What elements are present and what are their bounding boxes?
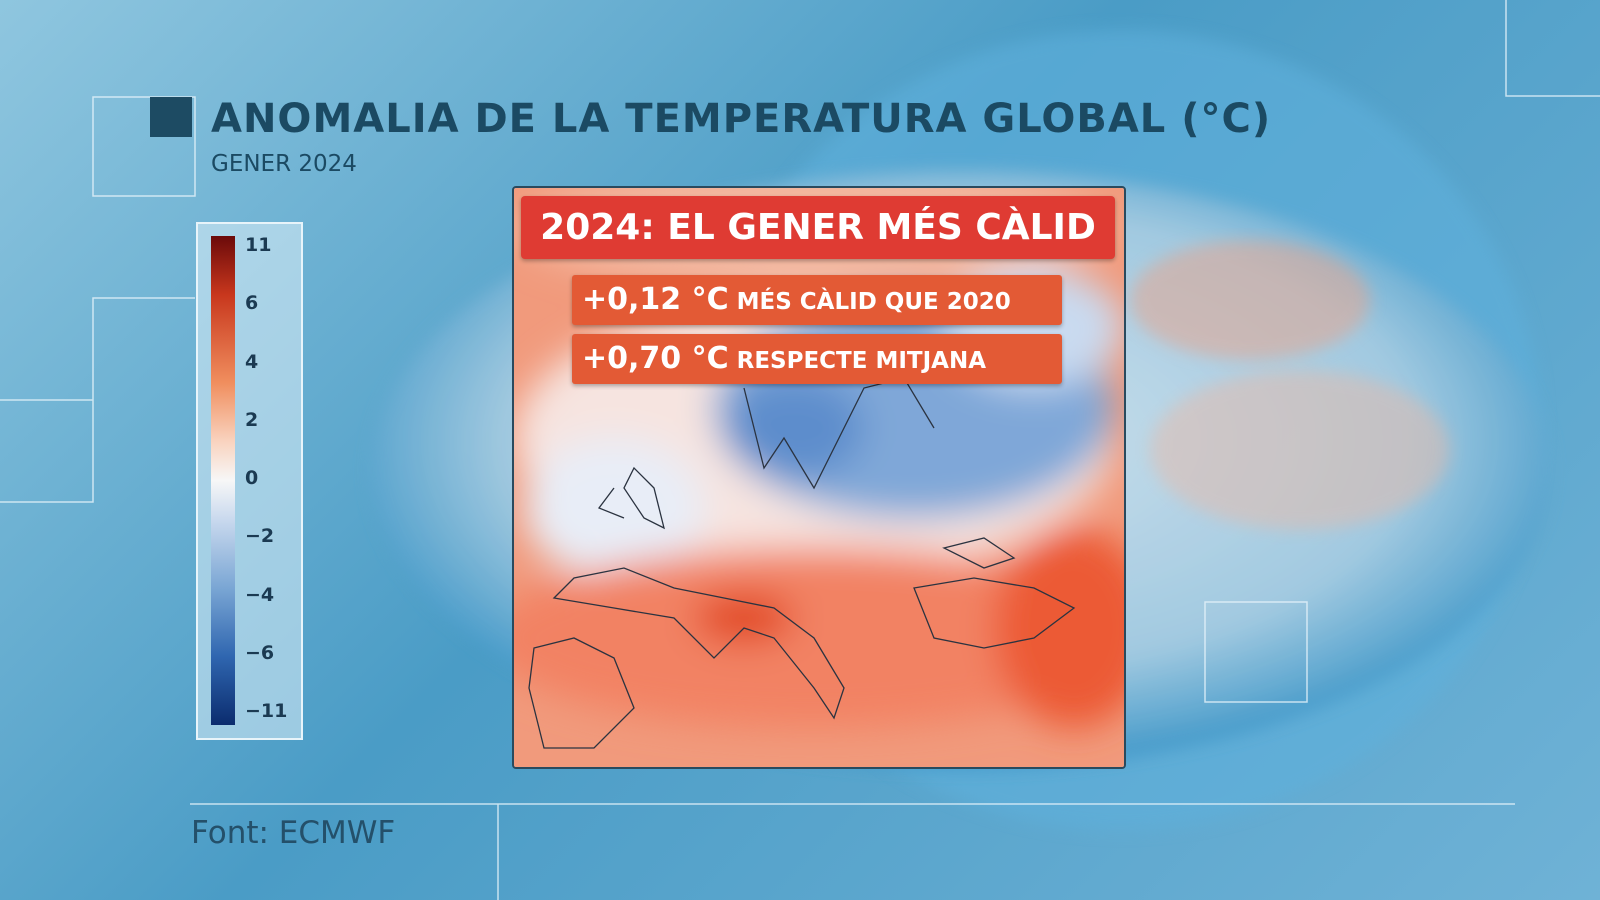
map [512,186,1126,769]
colorbar-label: −6 [245,641,275,664]
colorbar-label: 0 [245,467,259,489]
fact-box: +0,12 °C MÉS CÀLID QUE 2020 [572,275,1062,325]
headline: 2024: EL GENER MÉS CÀLID [521,196,1115,259]
colorbar: 11 6 4 2 0 −2 −4 −6 −11 [196,222,303,740]
source: Font: ECMWF [191,815,396,851]
colorbar-label: −4 [245,583,275,606]
colorbar-label: 11 [245,234,272,256]
colorbar-label: −2 [245,525,275,548]
colorbar-label: 2 [245,408,259,431]
colorbar-label: 6 [245,292,259,315]
fact-box: +0,70 °C RESPECTE MITJANA [572,334,1062,384]
colorbar-gradient [211,236,235,725]
fact-text: MÉS CÀLID QUE 2020 [736,289,1011,315]
subtitle: GENER 2024 [211,151,357,177]
title: ANOMALIA DE LA TEMPERATURA GLOBAL (°C) [211,96,1272,142]
colorbar-label: 4 [245,350,259,373]
fact-value: +0,12 °C [582,282,729,317]
fact-text: RESPECTE MITJANA [736,348,987,374]
colorbar-label: −11 [245,700,288,722]
fact-value: +0,70 °C [582,341,729,376]
title-marker [150,97,192,137]
